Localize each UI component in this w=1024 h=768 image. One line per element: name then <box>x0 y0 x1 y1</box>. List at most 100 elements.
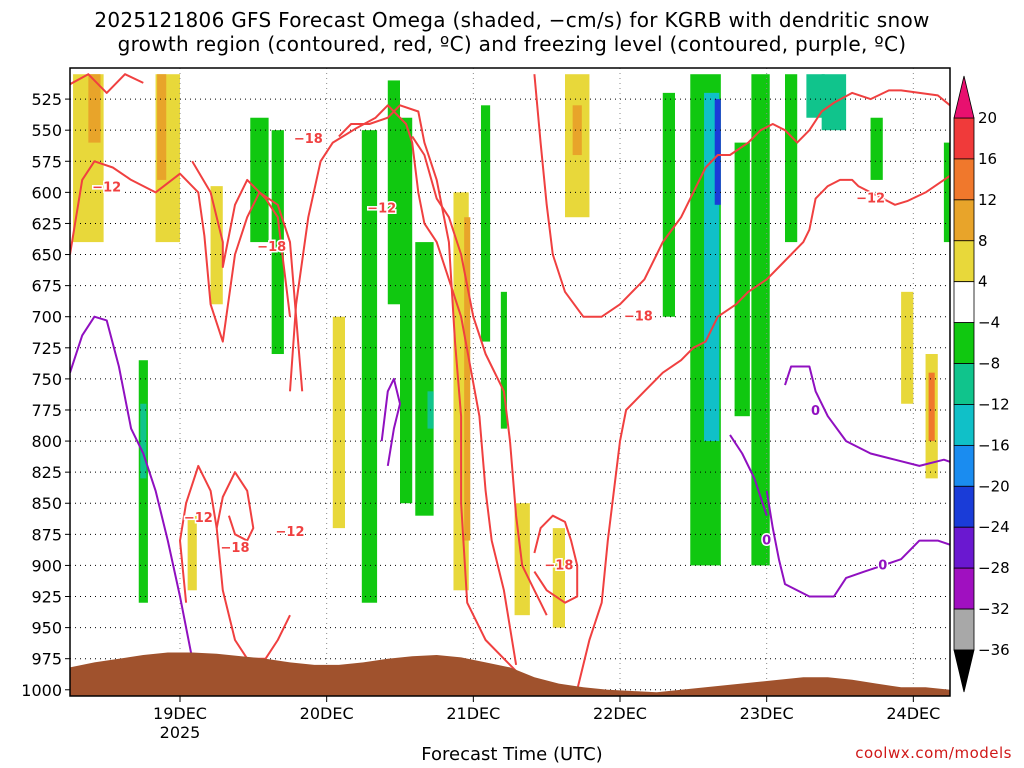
colorbar-label: −12 <box>978 395 1010 413</box>
omega-shade-region <box>361 130 378 603</box>
temperature-contour-label: −12 <box>856 192 885 207</box>
temperature-contour <box>533 514 579 604</box>
omega-shade-region <box>806 74 825 118</box>
colorbar-bin <box>953 117 975 160</box>
freezing-level-contour <box>765 490 950 598</box>
colorbar-bin <box>953 608 975 651</box>
credit-text: coolwx.com/models <box>855 744 1012 762</box>
temperature-contour-label: −18 <box>624 310 653 325</box>
terrain-layer <box>70 652 950 696</box>
omega-shade-region <box>734 142 750 417</box>
y-tick-label: 575 <box>31 152 62 171</box>
omega-shade-region <box>785 74 798 243</box>
temperature-contour-label: −18 <box>294 132 323 147</box>
colorbar-label: −20 <box>978 477 1010 495</box>
colorbar-bin <box>953 444 975 487</box>
temperature-contour-label: −12 <box>184 511 213 526</box>
colorbar-bin <box>953 567 975 610</box>
omega-shade-region <box>500 291 507 429</box>
plot-frame <box>69 67 951 697</box>
y-tick-label: 875 <box>31 525 62 544</box>
colorbar-label: 8 <box>978 232 988 250</box>
temperature-contour <box>411 135 548 616</box>
temperature-contour <box>289 104 518 666</box>
x-tick-sublabel: 2025 <box>160 723 201 742</box>
colorbar-label: −36 <box>978 641 1010 659</box>
y-tick-label: 625 <box>31 214 62 233</box>
y-tick-label: 900 <box>31 556 62 575</box>
contour-layer <box>70 73 950 691</box>
colorbar-label: 4 <box>978 273 988 291</box>
omega-shade-region <box>210 186 223 305</box>
temperature-contour <box>533 74 950 318</box>
temperature-contour <box>338 104 517 672</box>
terrain-surface <box>70 652 950 696</box>
y-tick-label: 600 <box>31 183 62 202</box>
omega-shade-region <box>901 291 914 404</box>
colorbar-bin <box>953 240 975 283</box>
colorbar-bin <box>953 363 975 405</box>
omega-shade-region <box>572 105 582 156</box>
y-axis-ticks: 525 550 575 600 625 650 675 700 725 750 775 800 825 8… <box>21 90 70 700</box>
colorbar-label: 20 <box>978 109 997 127</box>
y-tick-label: 550 <box>31 121 62 140</box>
temperature-contour <box>215 471 255 542</box>
contour-label-layer: −18−12−12−18−18−12−18−12−12−18−12−180000… <box>91 88 1024 575</box>
y-tick-label: 700 <box>31 308 62 327</box>
chart-title-line-2: growth region (contoured, red, ºC) and f… <box>117 32 907 56</box>
y-tick-label: 925 <box>31 588 62 607</box>
omega-shade-region <box>552 528 565 628</box>
chart-title-line-1: 2025121806 GFS Forecast Omega (shaded, −… <box>94 8 930 32</box>
omega-shade-region <box>415 242 434 516</box>
freezing-level-contour <box>729 434 768 517</box>
colorbar-label: −28 <box>978 559 1010 577</box>
temperature-contour-label: −12 <box>92 180 121 195</box>
x-tick-label: 21DEC <box>446 704 500 723</box>
temperature-contour <box>179 464 291 660</box>
colorbar-label: 12 <box>978 191 997 209</box>
temperature-contour-label: −18 <box>257 240 286 255</box>
omega-shading-layer <box>73 74 950 628</box>
x-tick-label: 19DEC <box>153 704 207 723</box>
temperature-contour <box>576 174 950 691</box>
temperature-contour-label: −12 <box>276 525 305 540</box>
omega-shade-region <box>400 117 413 504</box>
temperature-contour-label: −18 <box>997 88 1024 103</box>
colorbar-label: −8 <box>978 355 1000 373</box>
colorbar-label: 16 <box>978 150 997 168</box>
colorbar-bin <box>953 404 975 446</box>
omega-shade-region <box>250 117 269 243</box>
colorbar-label: −4 <box>978 314 1000 332</box>
temperature-contour-label: −18 <box>544 558 573 573</box>
y-tick-label: 825 <box>31 463 62 482</box>
freezing-level-contour <box>70 315 194 659</box>
colorbar-bin <box>953 322 975 364</box>
omega-shade-region <box>928 372 935 442</box>
omega-shade-region <box>187 515 197 591</box>
freezing-contour-label: 0 <box>811 404 820 419</box>
colorbar-bin <box>953 281 975 324</box>
x-tick-label: 23DEC <box>740 704 794 723</box>
plot-area <box>70 68 950 696</box>
colorbar-bin <box>953 158 975 201</box>
x-axis-label: Forecast Time (UTC) <box>421 744 603 765</box>
omega-shade-region <box>870 117 883 180</box>
temperature-contour-label: −12 <box>367 202 396 217</box>
omega-shade-region <box>138 360 148 603</box>
y-tick-label: 525 <box>31 90 62 109</box>
omega-shade-region <box>714 99 721 205</box>
y-tick-label: 800 <box>31 432 62 451</box>
x-tick-label: 24DEC <box>886 704 940 723</box>
omega-shade-region <box>157 74 167 180</box>
omega-shade-region <box>88 74 101 143</box>
colorbar-label: −16 <box>978 436 1010 454</box>
freezing-level-contour <box>784 365 950 467</box>
temperature-contour-label: −18 <box>221 541 250 556</box>
colorbar-label: −24 <box>978 518 1010 536</box>
y-tick-label: 775 <box>31 401 62 420</box>
temperature-contour <box>70 73 144 94</box>
y-tick-label: 1000 <box>21 681 62 700</box>
colorbar-label: −32 <box>978 600 1010 618</box>
y-tick-label: 975 <box>31 650 62 669</box>
